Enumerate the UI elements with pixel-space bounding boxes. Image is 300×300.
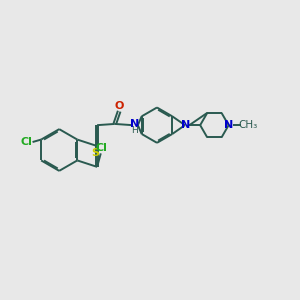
- Text: N: N: [181, 120, 190, 130]
- Text: N: N: [224, 120, 234, 130]
- Text: Cl: Cl: [20, 137, 32, 147]
- Text: H: H: [131, 126, 138, 135]
- Text: CH₃: CH₃: [238, 120, 258, 130]
- Text: S: S: [91, 148, 99, 158]
- Text: N: N: [130, 119, 139, 129]
- Text: Cl: Cl: [95, 143, 107, 154]
- Text: O: O: [115, 101, 124, 111]
